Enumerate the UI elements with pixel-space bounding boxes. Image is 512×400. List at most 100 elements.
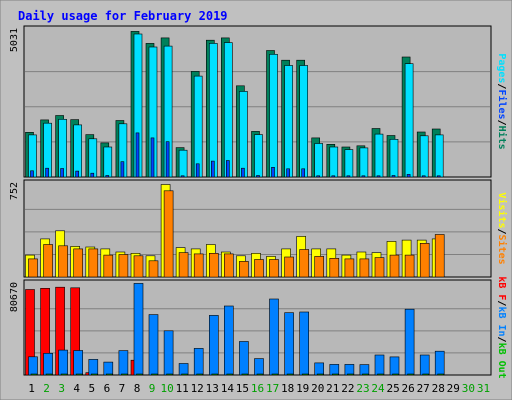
x-tick-label-day-17: 17 (266, 382, 279, 395)
bar-kb-out-day-18 (286, 373, 294, 376)
panel-3: 80670 kB F/kB In/kB Out (9, 276, 507, 378)
legend-entry-files: Files (496, 89, 508, 119)
bar-pages-day-8 (135, 132, 140, 178)
bar-kb-out-day-26 (407, 373, 414, 376)
panel-1: 5031 Pages/Files/Hits (9, 25, 508, 178)
bar-files-day-23 (359, 147, 369, 178)
x-tick-label-day-14: 14 (221, 382, 235, 395)
bar-pages-day-10 (165, 141, 170, 178)
bar-sites-day-6 (103, 254, 114, 278)
legend-3: kB F/kB In/kB Out (496, 276, 507, 378)
bar-kb-out-day-25 (392, 373, 399, 376)
x-tick-label-day-9: 9 (149, 382, 156, 395)
bar-pages-day-21 (331, 175, 336, 178)
bar-sites-day-21 (329, 257, 340, 278)
bar-kb-in-day-15 (239, 341, 249, 376)
bar-kb-in-day-8 (133, 283, 144, 376)
bar-kb-in-day-13 (209, 315, 219, 376)
bar-kb-in-day-12 (193, 348, 204, 376)
bar-sites-day-12 (193, 253, 204, 278)
bar-kb-in-day-19 (299, 311, 310, 376)
y-max-label: 5031 (9, 28, 20, 52)
bar-sites-day-27 (419, 243, 430, 278)
bar-kb-in-day-17 (269, 298, 279, 376)
x-tick-label-day-18: 18 (281, 382, 294, 395)
bar-pages-day-14 (226, 160, 230, 178)
bar-kb-in-day-27 (419, 354, 430, 376)
legend-entry-separator: / (496, 300, 507, 306)
bar-sites-day-20 (314, 256, 325, 278)
x-tick-label-day-26: 26 (401, 382, 414, 395)
x-tick-label-day-19: 19 (296, 382, 309, 395)
bar-kb-in-day-20 (314, 362, 325, 376)
chart-panels: 5031Pages/Files/Hits752Visits/Sites80670… (9, 25, 508, 379)
x-tick-label-day-31: 31 (477, 382, 490, 395)
bar-files-day-15 (239, 91, 248, 178)
bar-sites-day-17 (269, 259, 279, 278)
bar-pages-day-3 (60, 168, 64, 178)
legend-entry-hits: Hits (496, 126, 508, 150)
bar-sites-day-3 (58, 245, 68, 278)
x-tick-label-day-1: 1 (28, 382, 35, 395)
bar-kb-in-day-25 (389, 356, 400, 376)
x-tick-label-day-6: 6 (104, 382, 111, 395)
x-tick-label-day-8: 8 (134, 382, 141, 395)
x-tick-label-day-3: 3 (58, 382, 65, 395)
bar-kb-out-day-4 (75, 373, 83, 376)
bar-kb-in-day-7 (118, 350, 129, 376)
bar-kb-out-day-2 (45, 373, 53, 376)
bar-pages-day-18 (286, 168, 290, 178)
bar-pages-day-28 (436, 175, 441, 178)
bar-kb-in-day-4 (73, 350, 83, 376)
x-tick-label-day-29: 29 (447, 382, 460, 395)
legend-entry-separator: / (496, 83, 507, 89)
bar-pages-day-16 (256, 175, 260, 178)
bar-pages-day-2 (45, 167, 49, 178)
bar-sites-day-19 (299, 249, 310, 278)
bar-pages-day-19 (301, 168, 306, 178)
bar-kb-in-day-6 (103, 361, 114, 376)
bar-pages-day-9 (150, 137, 155, 178)
bar-kb-out-day-21 (331, 373, 339, 376)
x-tick-label-day-30: 30 (462, 382, 475, 395)
bar-files-day-24 (374, 133, 384, 178)
bar-kb-in-day-28 (434, 350, 445, 376)
bar-kb-out-day-1 (30, 373, 38, 376)
legend-entry-sites: Sites (496, 235, 508, 265)
bar-sites-day-10 (163, 190, 174, 278)
bar-kb-in-day-3 (58, 349, 68, 376)
x-tick-label-day-28: 28 (432, 382, 445, 395)
bar-pages-day-12 (195, 163, 200, 178)
bar-sites-day-2 (43, 244, 53, 278)
bar-pages-day-5 (90, 172, 95, 178)
bar-kb-out-day-15 (241, 373, 249, 376)
bar-pages-day-4 (75, 170, 79, 178)
bar-kb-out-day-7 (121, 373, 128, 376)
bar-sites-day-14 (224, 253, 234, 278)
bar-pages-day-22 (346, 175, 351, 178)
bar-kb-out-day-23 (362, 373, 369, 376)
bar-kb-in-day-9 (148, 314, 159, 376)
bar-pages-day-24 (376, 175, 381, 178)
bar-kb-in-day-26 (404, 308, 415, 376)
bar-files-day-18 (284, 65, 293, 178)
bar-sites-day-23 (359, 258, 370, 278)
bar-kb-out-day-16 (256, 373, 264, 376)
bar-kb-out-day-13 (211, 373, 219, 376)
bar-files-day-21 (329, 146, 339, 178)
bar-kb-in-day-21 (329, 364, 340, 376)
bar-kb-in-day-5 (88, 359, 99, 376)
legend-entry-separator: / (496, 120, 507, 126)
bar-sites-day-11 (178, 252, 189, 278)
bar-files-day-13 (209, 43, 218, 178)
bar-kb-out-day-8 (136, 373, 143, 376)
bar-kb-out-day-5 (91, 373, 98, 376)
bar-pages-day-27 (421, 175, 426, 178)
bar-sites-day-26 (404, 254, 415, 278)
bar-kb-out-day-20 (316, 373, 324, 376)
bar-sites-day-22 (344, 258, 355, 278)
bar-pages-day-17 (271, 167, 275, 178)
bar-kb-out-day-10 (166, 373, 173, 376)
legend-1: Pages/Files/Hits (496, 53, 508, 149)
